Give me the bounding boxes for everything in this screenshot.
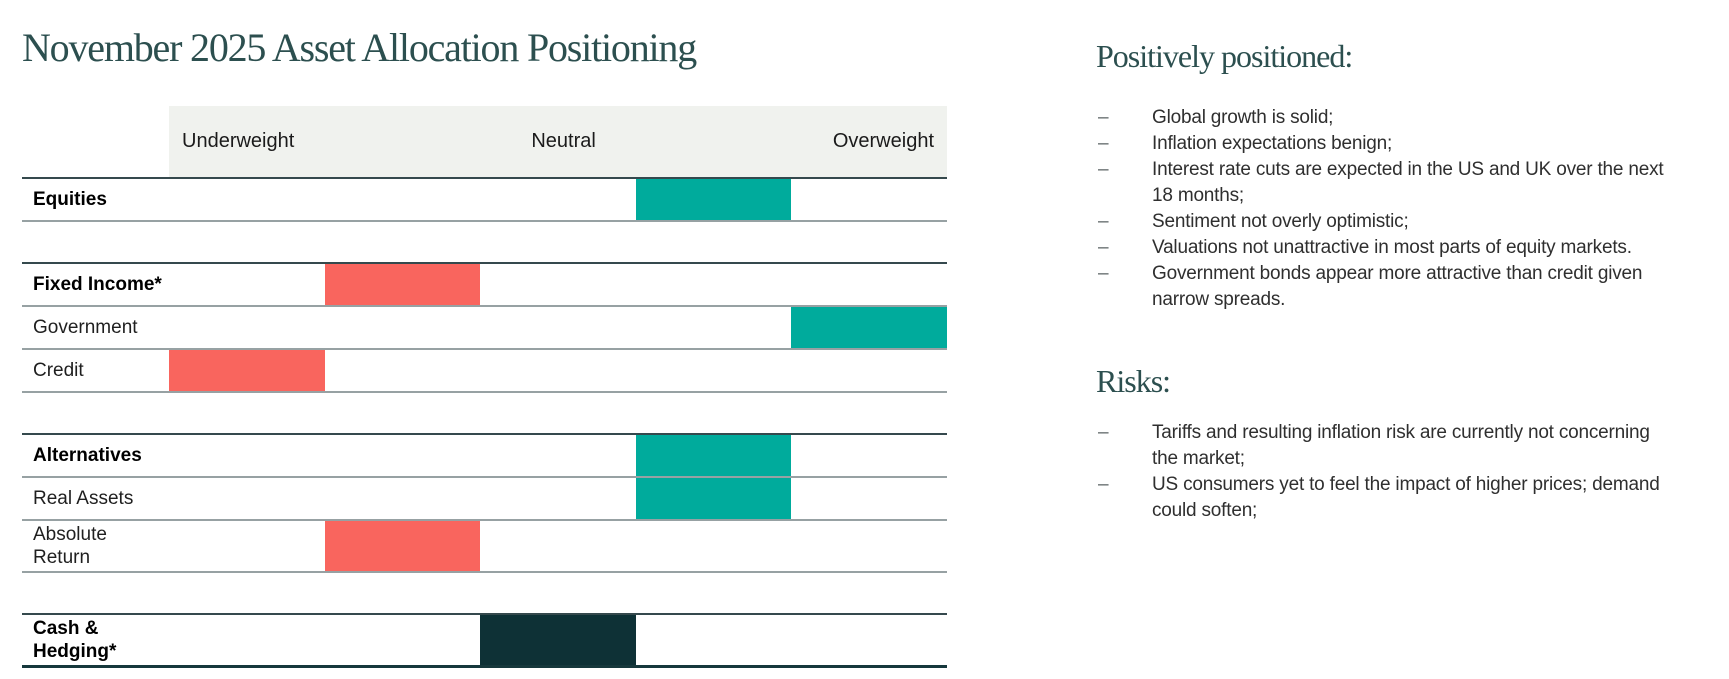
row-label: Government bbox=[33, 317, 138, 338]
asset-allocation-chart: Underweight Neutral Overweight Equities F… bbox=[22, 106, 947, 668]
section-gap bbox=[22, 222, 947, 262]
position-bar-neutral bbox=[480, 615, 636, 665]
position-bar-overweight bbox=[791, 307, 947, 348]
chart-body: Equities Fixed Income* Government Credit Alt… bbox=[22, 177, 947, 668]
dash-bullet-icon: – bbox=[1098, 263, 1109, 284]
position-bar-underweight bbox=[324, 521, 481, 571]
position-bar-underweight bbox=[324, 264, 481, 305]
chart-section: Alternatives Real Assets Absolute Return bbox=[22, 433, 947, 573]
chart-row-absolute-return: Absolute Return bbox=[22, 521, 947, 573]
column-header-overweight: Overweight bbox=[832, 130, 934, 152]
chart-row-real-assets: Real Assets bbox=[22, 478, 947, 521]
list-item: – Government bonds appear more attractiv… bbox=[1098, 263, 1643, 310]
chart-section: Cash & Hedging* bbox=[22, 613, 947, 668]
positives-heading: Positively positioned: bbox=[1096, 38, 1353, 74]
chart-row-fixed-income: Fixed Income* bbox=[22, 264, 947, 307]
dash-bullet-icon: – bbox=[1098, 474, 1109, 495]
row-label: Absolute Return bbox=[33, 524, 107, 568]
bar-area bbox=[169, 264, 947, 305]
dash-bullet-icon: – bbox=[1098, 237, 1109, 258]
dash-bullet-icon: – bbox=[1098, 107, 1109, 128]
chart-row-equities: Equities bbox=[22, 179, 947, 222]
dash-bullet-icon: – bbox=[1098, 133, 1109, 154]
column-header-underweight: Underweight bbox=[182, 130, 295, 152]
list-item: – Inflation expectations benign; bbox=[1096, 131, 1672, 157]
commentary-panel: Positively positioned: – Global growth i… bbox=[1096, 38, 1706, 524]
position-bar-overweight bbox=[635, 478, 792, 519]
row-label: Cash & Hedging* bbox=[33, 618, 117, 662]
bar-area bbox=[169, 179, 947, 220]
list-item: – US consumers yet to feel the impact of… bbox=[1098, 474, 1660, 521]
row-label: Fixed Income* bbox=[33, 274, 162, 295]
chart-section: Equities bbox=[22, 177, 947, 222]
dash-bullet-icon: – bbox=[1098, 159, 1109, 180]
row-label: Real Assets bbox=[33, 488, 134, 509]
chart-row-cash-hedging: Cash & Hedging* bbox=[22, 615, 947, 668]
bar-area bbox=[169, 615, 947, 665]
row-label: Alternatives bbox=[33, 445, 142, 466]
bar-area bbox=[169, 307, 947, 348]
row-label: Credit bbox=[33, 360, 84, 381]
chart-title: November 2025 Asset Allocation Positioni… bbox=[22, 25, 697, 70]
chart-row-government: Government bbox=[22, 307, 947, 350]
row-label: Equities bbox=[33, 189, 107, 210]
chart-row-credit: Credit bbox=[22, 350, 947, 393]
risks-heading: Risks: bbox=[1096, 363, 1171, 399]
dash-bullet-icon: – bbox=[1098, 211, 1109, 232]
positives-list: – Global growth is solid; – Inflation ex… bbox=[1096, 105, 1706, 313]
bar-area bbox=[169, 521, 947, 571]
position-bar-overweight bbox=[635, 435, 792, 476]
bar-area bbox=[169, 478, 947, 519]
column-header-neutral: Neutral bbox=[531, 130, 596, 152]
section-gap bbox=[22, 393, 947, 433]
chart-header-band: Underweight Neutral Overweight bbox=[169, 106, 947, 177]
section-gap bbox=[22, 573, 947, 613]
bar-area bbox=[169, 350, 947, 391]
dash-bullet-icon: – bbox=[1098, 422, 1109, 443]
bar-area bbox=[169, 435, 947, 476]
list-item: – Tariffs and resulting inflation risk a… bbox=[1098, 422, 1650, 469]
list-item: – Global growth is solid; bbox=[1096, 105, 1672, 131]
list-item: – Interest rate cuts are expected in the… bbox=[1098, 159, 1664, 206]
position-bar-underweight bbox=[169, 350, 325, 391]
position-bar-overweight bbox=[635, 179, 792, 220]
risks-list: – Tariffs and resulting inflation risk a… bbox=[1096, 420, 1706, 524]
chart-row-alternatives: Alternatives bbox=[22, 435, 947, 478]
chart-section: Fixed Income* Government Credit bbox=[22, 262, 947, 393]
list-item: – Sentiment not overly optimistic; bbox=[1096, 209, 1672, 235]
list-item: – Valuations not unattractive in most pa… bbox=[1096, 235, 1672, 261]
